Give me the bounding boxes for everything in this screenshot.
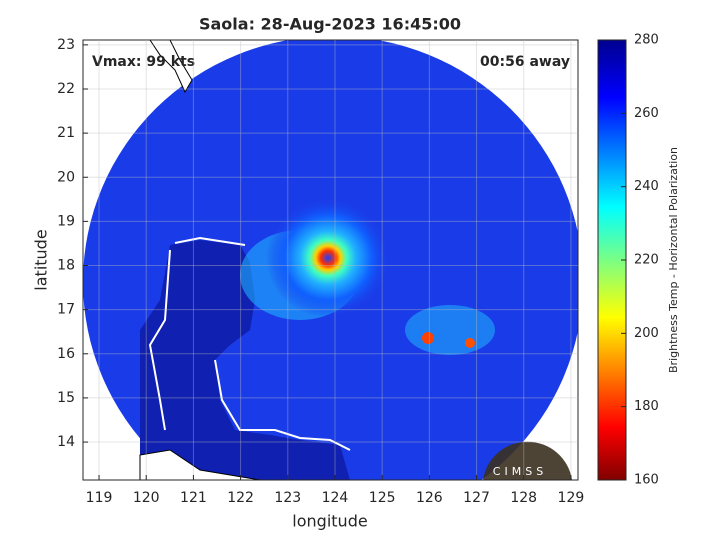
- colorbar-tick-label: 220: [634, 253, 659, 268]
- y-tick-label: 20: [57, 169, 75, 185]
- x-tick-label: 124: [322, 490, 349, 506]
- x-tick-label: 129: [558, 490, 585, 506]
- colorbar-tick-label: 280: [634, 33, 659, 48]
- colorbar-tick-label: 240: [634, 179, 659, 194]
- y-tick-label: 15: [57, 390, 75, 406]
- axes-box: [82, 39, 579, 481]
- y-tick-label: 19: [57, 213, 75, 229]
- x-tick-label: 120: [133, 490, 160, 506]
- y-tick-label: 16: [57, 346, 75, 362]
- y-tick-label: 17: [57, 302, 75, 318]
- y-tick-label: 18: [57, 258, 75, 274]
- chart-title: Saola: 28-Aug-2023 16:45:00: [199, 15, 461, 34]
- x-tick-label: 127: [463, 490, 490, 506]
- y-tick-label: 21: [57, 125, 75, 141]
- y-tick-label: 14: [57, 434, 75, 450]
- y-axis-label: latitude: [32, 229, 51, 290]
- x-tick-label: 125: [369, 490, 396, 506]
- logo: CIMSS: [493, 465, 547, 478]
- x-tick-label: 123: [274, 490, 301, 506]
- colorbar-tick-label: 180: [634, 399, 659, 414]
- y-tick-label: 22: [57, 81, 75, 97]
- x-axis-label: longitude: [292, 512, 367, 531]
- x-tick-label: 122: [227, 490, 254, 506]
- colorbar-label: Brightness Temp - Horizontal Polarizatio…: [667, 147, 680, 373]
- x-tick-label: 119: [86, 490, 113, 506]
- x-tick-label: 128: [510, 490, 537, 506]
- colorbar-tick-label: 260: [634, 106, 659, 121]
- x-tick-label: 121: [180, 490, 207, 506]
- satellite-image: CIMSS: [83, 40, 578, 480]
- annotation: Vmax: 99 kts: [92, 54, 195, 70]
- annotation: 00:56 away: [480, 54, 570, 70]
- x-tick-label: 126: [416, 490, 443, 506]
- colorbar-tick-label: 200: [634, 326, 659, 341]
- y-tick-label: 23: [57, 37, 75, 53]
- colorbar-tick-label: 160: [634, 473, 659, 488]
